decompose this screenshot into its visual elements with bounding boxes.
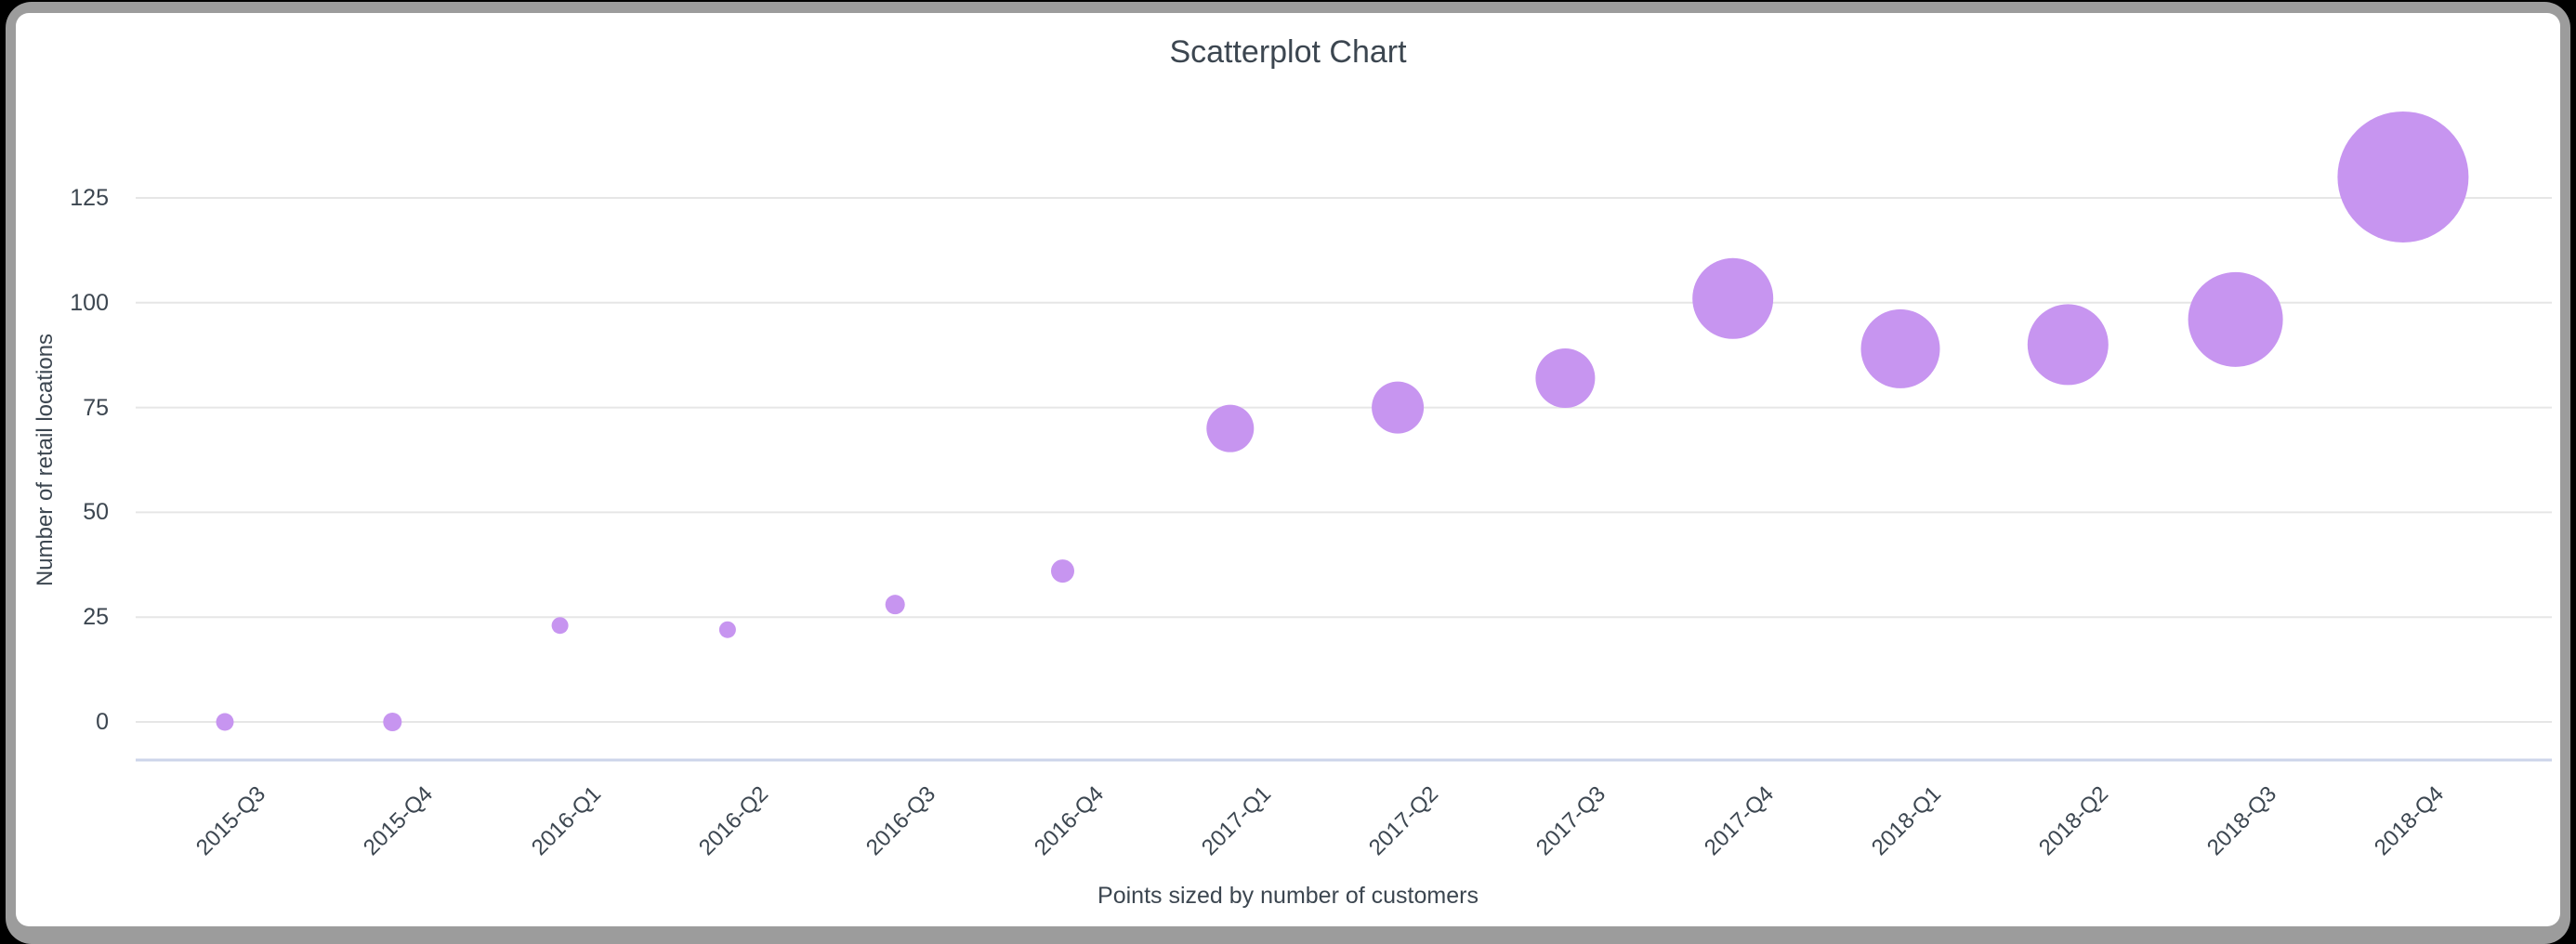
x-axis-label: Points sized by number of customers bbox=[1097, 883, 1479, 909]
data-point-2016-Q2[interactable] bbox=[718, 621, 736, 638]
data-point-2016-Q4[interactable] bbox=[1051, 559, 1074, 583]
y-tick-label: 25 bbox=[83, 604, 109, 631]
y-tick-label: 75 bbox=[83, 394, 109, 421]
data-point-2016-Q3[interactable] bbox=[885, 595, 905, 615]
data-point-2015-Q4[interactable] bbox=[383, 713, 402, 731]
chart-card bbox=[16, 13, 2560, 926]
chart-title: Scatterplot Chart bbox=[1169, 34, 1407, 70]
y-tick-label: 0 bbox=[96, 709, 109, 735]
data-point-2017-Q2[interactable] bbox=[1372, 381, 1425, 434]
data-point-2018-Q1[interactable] bbox=[1860, 308, 1940, 388]
data-point-2017-Q3[interactable] bbox=[1535, 348, 1596, 409]
data-point-2015-Q3[interactable] bbox=[216, 713, 234, 731]
y-tick-label: 125 bbox=[70, 185, 109, 211]
data-point-2018-Q2[interactable] bbox=[2027, 304, 2109, 386]
y-tick-label: 100 bbox=[70, 289, 109, 316]
data-point-2018-Q4[interactable] bbox=[2337, 111, 2469, 243]
y-tick-label: 50 bbox=[83, 499, 109, 526]
data-point-2017-Q1[interactable] bbox=[1206, 404, 1255, 452]
window-frame bbox=[6, 2, 2570, 944]
data-point-2018-Q3[interactable] bbox=[2188, 271, 2283, 367]
data-point-2017-Q4[interactable] bbox=[1692, 257, 1774, 339]
data-point-2016-Q1[interactable] bbox=[551, 617, 569, 635]
